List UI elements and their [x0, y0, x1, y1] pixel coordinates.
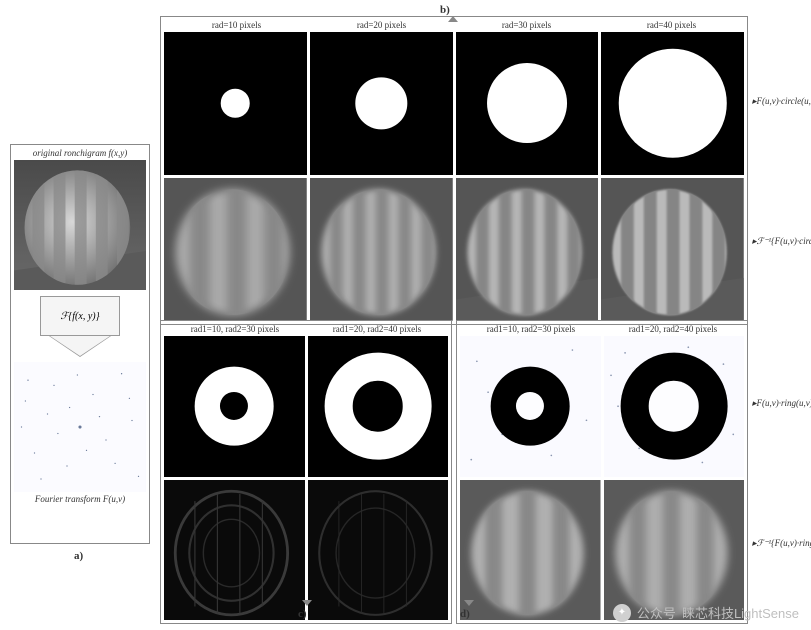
col-label: rad=20 pixels [309, 20, 454, 32]
fourier-transform-image [14, 362, 146, 492]
panel-d-row1-label: ▸F(u,v)·ring(u,v) [752, 398, 811, 409]
panel-b-row-masks [164, 32, 744, 175]
panel-c-sublabel: c) [298, 608, 307, 620]
panel-b-row2-label: ▸ℱ⁻¹{F(u,v)·circle(u,v)} [752, 236, 811, 247]
mask-cell [164, 32, 307, 175]
col-label: rad1=10, rad2=30 pixels [460, 324, 602, 336]
panel-d-row2-label: ▸ℱ⁻¹{F(u,v)·ring(u,v)} [752, 538, 811, 549]
panel-c: rad1=10, rad2=30 pixels rad1=20, rad2=40… [160, 320, 452, 624]
ring-mask-cell [308, 336, 449, 477]
panel-d-marker-icon [464, 600, 474, 606]
recon-cell [601, 178, 744, 321]
panel-c-row-recon [164, 480, 448, 621]
col-label: rad=40 pixels [599, 20, 744, 32]
panel-c-row-masks [164, 336, 448, 477]
panel-b: rad=10 pixels rad=20 pixels rad=30 pixel… [160, 16, 748, 325]
panel-d-row-recon [460, 480, 744, 621]
col-label: rad=30 pixels [454, 20, 599, 32]
watermark: ✦ 公众号 睐芯科技LightSense [613, 603, 799, 622]
figure-root: original ronchigram f(x,y) [10, 10, 800, 610]
mask-cell [310, 32, 453, 175]
panel-d-sublabel: d) [460, 608, 470, 620]
col-label: rad=10 pixels [164, 20, 309, 32]
panel-b-sublabel: b) [440, 4, 450, 16]
wechat-icon: ✦ [613, 604, 631, 622]
panel-d-col-labels: rad1=10, rad2=30 pixels rad1=20, rad2=40… [460, 324, 744, 336]
recon-cell [164, 178, 307, 321]
recon-cell [604, 480, 745, 621]
mask-cell [456, 32, 599, 175]
watermark-label-2: 睐芯科技LightSense [682, 603, 799, 622]
panel-c-col-labels: rad1=10, rad2=30 pixels rad1=20, rad2=40… [164, 324, 448, 336]
panel-d-row-masks [460, 336, 744, 477]
recon-cell [460, 480, 601, 621]
panel-b-row-recon [164, 178, 744, 321]
panel-c-marker-icon [302, 600, 312, 606]
col-label: rad1=20, rad2=40 pixels [306, 324, 448, 336]
arrow-label: ℱ{f(x, y)} [40, 296, 120, 336]
fourier-arrow: ℱ{f(x, y)} [30, 296, 130, 356]
original-ronchigram-image [14, 160, 146, 290]
panel-b-row1-label: ▸F(u,v)·circle(u,v) [752, 96, 811, 107]
col-label: rad1=10, rad2=30 pixels [164, 324, 306, 336]
panel-a-top-caption: original ronchigram f(x,y) [14, 148, 146, 158]
mask-cell [601, 32, 744, 175]
recon-cell [308, 480, 449, 621]
recon-cell [456, 178, 599, 321]
watermark-label-1: 公众号 [637, 603, 676, 622]
panel-a: original ronchigram f(x,y) [10, 144, 150, 544]
ring-mask-cell [460, 336, 601, 477]
recon-cell [164, 480, 305, 621]
recon-cell [310, 178, 453, 321]
panels-cd-container: rad1=10, rad2=30 pixels rad1=20, rad2=40… [160, 320, 748, 624]
ring-mask-cell [164, 336, 305, 477]
panel-d: rad1=10, rad2=30 pixels rad1=20, rad2=40… [456, 320, 748, 624]
panel-b-col-labels: rad=10 pixels rad=20 pixels rad=30 pixel… [164, 20, 744, 32]
panel-a-sublabel: a) [74, 550, 83, 562]
panel-a-bottom-caption: Fourier transform F(u,v) [14, 494, 146, 504]
ring-mask-cell [604, 336, 745, 477]
col-label: rad1=20, rad2=40 pixels [602, 324, 744, 336]
